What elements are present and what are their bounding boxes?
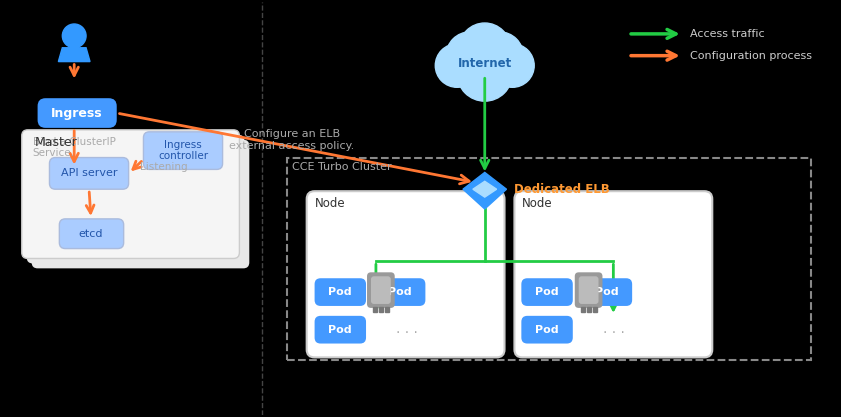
Text: API server: API server xyxy=(61,168,117,178)
Text: Access traffic: Access traffic xyxy=(690,29,764,39)
FancyBboxPatch shape xyxy=(144,132,223,169)
Text: Pod: Pod xyxy=(595,287,618,297)
FancyBboxPatch shape xyxy=(315,316,366,344)
Bar xyxy=(379,307,383,312)
Polygon shape xyxy=(58,48,90,62)
FancyBboxPatch shape xyxy=(307,191,505,357)
Text: Configure an ELB
external access policy.: Configure an ELB external access policy. xyxy=(230,129,354,151)
Text: Pod: Pod xyxy=(535,325,559,335)
FancyBboxPatch shape xyxy=(315,278,366,306)
FancyBboxPatch shape xyxy=(579,276,599,304)
FancyBboxPatch shape xyxy=(50,158,129,189)
Text: Pod: Pod xyxy=(535,287,559,297)
Text: Listening: Listening xyxy=(140,163,188,173)
Text: Pod: Pod xyxy=(329,287,352,297)
FancyBboxPatch shape xyxy=(27,135,245,264)
Polygon shape xyxy=(473,181,497,197)
Circle shape xyxy=(436,44,479,87)
FancyBboxPatch shape xyxy=(521,278,573,306)
Text: Bind a ClusterIP
Service.: Bind a ClusterIP Service. xyxy=(33,137,115,158)
FancyBboxPatch shape xyxy=(574,272,602,308)
FancyBboxPatch shape xyxy=(515,191,712,357)
Text: CCE Turbo Cluster: CCE Turbo Cluster xyxy=(292,163,391,173)
FancyBboxPatch shape xyxy=(60,219,124,249)
Circle shape xyxy=(459,23,510,75)
Bar xyxy=(373,307,377,312)
Text: Pod: Pod xyxy=(388,287,411,297)
Circle shape xyxy=(62,24,86,48)
FancyBboxPatch shape xyxy=(521,316,573,344)
Bar xyxy=(587,307,590,312)
Text: Node: Node xyxy=(315,197,345,210)
Bar xyxy=(593,307,596,312)
Bar xyxy=(580,307,584,312)
Circle shape xyxy=(447,32,494,79)
Text: · · ·: · · · xyxy=(396,326,418,340)
Text: Master: Master xyxy=(34,136,77,149)
Text: Node: Node xyxy=(522,197,553,210)
Text: Ingress
controller: Ingress controller xyxy=(158,140,208,161)
FancyBboxPatch shape xyxy=(580,278,632,306)
Bar xyxy=(457,54,512,75)
Circle shape xyxy=(490,44,534,87)
FancyBboxPatch shape xyxy=(32,140,249,269)
Text: Dedicated ELB: Dedicated ELB xyxy=(515,183,611,196)
Polygon shape xyxy=(463,172,506,209)
Text: etcd: etcd xyxy=(79,229,103,239)
Circle shape xyxy=(476,32,523,79)
Text: · · ·: · · · xyxy=(604,326,626,340)
Text: Ingress: Ingress xyxy=(51,106,103,120)
Text: Configuration process: Configuration process xyxy=(690,50,812,60)
FancyBboxPatch shape xyxy=(22,130,240,259)
Text: Pod: Pod xyxy=(329,325,352,335)
Bar xyxy=(71,44,78,50)
FancyBboxPatch shape xyxy=(371,276,391,304)
Circle shape xyxy=(457,46,512,101)
FancyBboxPatch shape xyxy=(38,98,117,128)
Text: Internet: Internet xyxy=(458,57,512,70)
Bar xyxy=(287,158,812,360)
FancyBboxPatch shape xyxy=(374,278,426,306)
Bar xyxy=(385,307,389,312)
FancyBboxPatch shape xyxy=(367,272,394,308)
